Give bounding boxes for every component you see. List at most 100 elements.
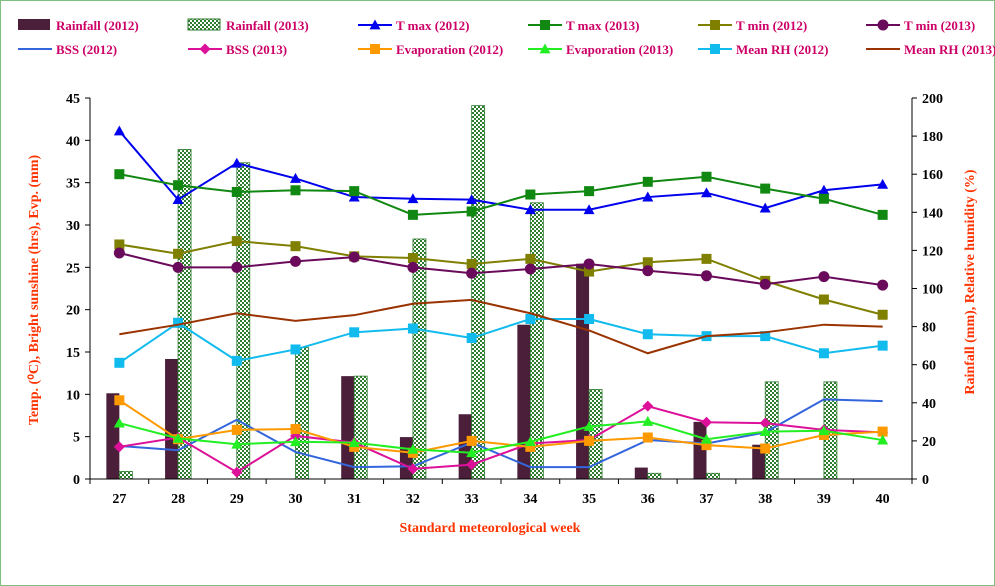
y-tick-label-right: 120 (922, 244, 943, 259)
point-t-max-2013 (760, 183, 771, 194)
bar-rainfall-2012 (576, 263, 590, 479)
legend-marker-mean-rh-2012 (710, 44, 720, 54)
line-t-max-2013 (119, 173, 883, 216)
point-mean-rh-2012 (407, 323, 418, 334)
point-bss-2013 (759, 417, 771, 429)
bar-rainfall-2013 (353, 375, 368, 480)
x-tick-label: 31 (347, 492, 361, 507)
point-t-max-2012 (759, 202, 771, 213)
point-evaporation-2012 (231, 424, 242, 435)
point-evaporation-2013 (172, 432, 184, 443)
point-mean-rh-2012 (290, 344, 301, 355)
point-mean-rh-2012 (642, 329, 653, 340)
x-tick-label: 32 (406, 492, 420, 507)
y-tick-label-left: 45 (66, 92, 80, 107)
point-bss-2013 (701, 416, 712, 428)
point-evaporation-2013 (701, 433, 712, 444)
legend-marker-t-min-2012 (710, 20, 720, 30)
x-tick-label: 33 (465, 492, 479, 507)
point-t-max-2013 (584, 186, 595, 197)
line-t-min-2013 (119, 251, 883, 287)
point-t-min-2012 (818, 294, 829, 305)
point-t-max-2012 (466, 194, 478, 204)
point-mean-rh-2012 (877, 340, 888, 351)
y-tick-label-right: 60 (922, 359, 936, 374)
point-evaporation-2013 (348, 437, 360, 447)
point-t-min-2013 (701, 270, 712, 282)
point-mean-rh-2012 (114, 357, 125, 368)
point-t-min-2012 (231, 236, 242, 247)
point-t-min-2013 (583, 258, 595, 270)
bar-rainfall-2013 (295, 347, 309, 480)
point-t-max-2012 (407, 193, 419, 204)
point-bss-2013 (407, 463, 419, 475)
point-t-min-2012 (290, 241, 301, 252)
line-evaporation-2012 (118, 399, 883, 454)
point-t-max-2012 (818, 184, 830, 195)
point-t-max-2013 (173, 180, 184, 191)
y-tick-label-right: 80 (922, 321, 936, 336)
point-t-min-2013 (407, 261, 419, 273)
legend-marker-bss-2013 (199, 43, 211, 55)
bar-rainfall-2012 (399, 437, 413, 479)
point-t-min-2012 (525, 253, 536, 264)
point-bss-2013 (642, 400, 654, 412)
point-t-max-2012 (348, 191, 360, 202)
y-tick-label-left: 15 (66, 346, 80, 361)
point-t-max-2012 (877, 178, 889, 189)
point-t-min-2013 (172, 261, 184, 273)
point-evaporation-2013 (759, 426, 771, 436)
y-tick-label-right: 40 (922, 397, 936, 412)
y-tick-label-right: 20 (922, 435, 936, 450)
x-tick-label: 28 (171, 492, 185, 507)
point-mean-rh-2012 (760, 331, 771, 342)
point-evaporation-2013 (524, 436, 536, 447)
bar-rainfall-2012 (341, 376, 355, 479)
bar-rainfall-2012 (693, 421, 707, 479)
point-t-max-2012 (583, 204, 595, 215)
point-evaporation-2012 (701, 440, 712, 451)
point-t-min-2012 (584, 266, 595, 277)
point-t-min-2013 (642, 265, 654, 277)
point-t-min-2012 (701, 253, 712, 264)
point-mean-rh-2012 (584, 313, 595, 324)
y-tick-label-left: 25 (66, 261, 80, 276)
point-bss-2013 (466, 459, 478, 471)
legend-label-mean-rh-2013: Mean RH (2013) (904, 42, 995, 57)
y-tick-label-right: 180 (922, 130, 943, 145)
point-t-min-2013 (466, 267, 478, 279)
bar-rainfall-2013 (529, 202, 544, 480)
point-t-max-2013 (290, 185, 301, 196)
point-t-max-2012 (290, 172, 301, 183)
point-evaporation-2013 (466, 447, 478, 458)
legend-label-bss-2013: BSS (2013) (226, 42, 287, 57)
point-t-min-2013 (231, 261, 243, 273)
y-tick-label-left: 0 (73, 473, 80, 488)
x-tick-label: 30 (289, 492, 303, 507)
point-t-max-2012 (231, 157, 243, 168)
y-tick-label-left: 10 (66, 388, 80, 403)
point-evaporation-2013 (113, 417, 125, 428)
line-bss-2013 (119, 405, 883, 474)
point-t-min-2012 (877, 309, 888, 320)
legend-label-t-max-2012: T max (2012) (396, 18, 469, 33)
point-t-min-2013 (759, 278, 771, 290)
point-evaporation-2012 (642, 432, 653, 443)
bar-rainfall-2013 (471, 105, 486, 480)
line-evaporation-2013 (119, 420, 883, 454)
point-t-max-2012 (524, 204, 536, 215)
bar-rainfall-2013 (647, 472, 662, 480)
point-t-min-2013 (290, 255, 301, 267)
y-tick-label-left: 40 (66, 134, 80, 149)
x-tick-label: 29 (230, 492, 244, 507)
legend-swatch-rainfall-2013 (187, 18, 221, 31)
point-mean-rh-2012 (231, 355, 242, 366)
axes: 0 5 10 15 20 25 30 35 40 45 0 20 40 60 80 100 120 140 160 1… (66, 92, 943, 507)
y-tick-label-right: 160 (922, 168, 943, 183)
point-evaporation-2012 (877, 426, 888, 437)
legend: Rainfall (2012) Rainfall (2013) T max (201… (18, 18, 995, 57)
line-layer (113, 125, 889, 478)
x-tick-label: 40 (876, 492, 890, 507)
x-tick-label: 34 (523, 492, 537, 507)
